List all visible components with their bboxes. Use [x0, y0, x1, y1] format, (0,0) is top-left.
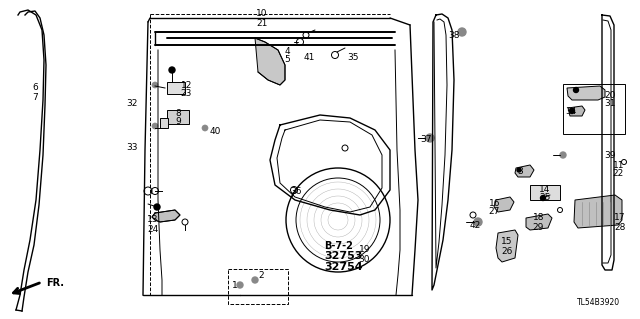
- Bar: [530, 185, 560, 200]
- Text: 6: 6: [32, 84, 38, 93]
- Circle shape: [154, 204, 160, 210]
- Circle shape: [517, 168, 521, 172]
- Polygon shape: [526, 214, 552, 230]
- Text: 10: 10: [256, 10, 268, 19]
- Circle shape: [474, 218, 482, 226]
- Text: 37: 37: [420, 136, 432, 145]
- Text: 12: 12: [180, 80, 192, 90]
- Text: 42: 42: [470, 221, 481, 231]
- Text: 8: 8: [175, 108, 181, 117]
- Circle shape: [458, 28, 466, 36]
- Polygon shape: [567, 86, 605, 100]
- Text: 32753: 32753: [324, 251, 362, 261]
- Text: 2: 2: [258, 271, 264, 279]
- Text: 9: 9: [175, 117, 181, 127]
- Circle shape: [252, 277, 258, 283]
- Circle shape: [169, 67, 175, 73]
- Polygon shape: [574, 195, 622, 228]
- Text: 41: 41: [303, 53, 315, 62]
- Polygon shape: [255, 38, 285, 85]
- Text: FR.: FR.: [46, 278, 64, 288]
- Circle shape: [152, 123, 158, 129]
- Polygon shape: [152, 210, 180, 222]
- Text: 30: 30: [358, 255, 370, 263]
- Text: 27: 27: [488, 207, 500, 217]
- Text: 17: 17: [614, 213, 625, 222]
- Text: 40: 40: [210, 127, 221, 136]
- Text: 38: 38: [449, 32, 460, 41]
- Polygon shape: [494, 197, 514, 212]
- Polygon shape: [568, 106, 585, 116]
- Circle shape: [541, 196, 545, 201]
- Text: 15: 15: [501, 238, 513, 247]
- Polygon shape: [515, 165, 534, 177]
- Text: 5: 5: [284, 56, 290, 64]
- Text: 7: 7: [32, 93, 38, 101]
- Text: 26: 26: [501, 247, 513, 256]
- Text: 22: 22: [612, 169, 624, 179]
- Text: 33: 33: [127, 144, 138, 152]
- Circle shape: [570, 108, 575, 114]
- Text: 29: 29: [532, 222, 544, 232]
- Bar: [160, 118, 168, 128]
- Text: TL54B3920: TL54B3920: [577, 298, 620, 307]
- Text: 1: 1: [232, 280, 238, 290]
- Circle shape: [426, 134, 434, 142]
- Circle shape: [152, 82, 158, 88]
- Circle shape: [573, 87, 579, 93]
- Circle shape: [237, 282, 243, 288]
- Text: 16: 16: [488, 198, 500, 207]
- Text: 23: 23: [180, 90, 192, 99]
- Text: 24: 24: [147, 225, 159, 234]
- Bar: [167, 82, 185, 94]
- Bar: [563, 84, 625, 134]
- Text: 18: 18: [532, 213, 544, 222]
- Text: 3: 3: [517, 167, 523, 176]
- Text: 13: 13: [147, 216, 159, 225]
- Text: 28: 28: [614, 222, 625, 232]
- Circle shape: [202, 125, 208, 131]
- Text: 31: 31: [604, 100, 616, 108]
- Text: 36: 36: [291, 187, 302, 196]
- Text: 19: 19: [358, 246, 370, 255]
- Text: 32: 32: [127, 100, 138, 108]
- Circle shape: [560, 152, 566, 158]
- Text: 14: 14: [539, 184, 550, 194]
- Text: 4: 4: [284, 47, 290, 56]
- Polygon shape: [496, 230, 518, 262]
- Text: 35: 35: [347, 53, 358, 62]
- Text: 11: 11: [612, 160, 624, 169]
- Bar: [228, 269, 288, 304]
- Text: 21: 21: [256, 19, 268, 27]
- Text: 32754: 32754: [324, 262, 363, 272]
- Text: 34: 34: [565, 107, 577, 115]
- Text: B-7-2: B-7-2: [324, 241, 353, 251]
- Text: 20: 20: [604, 91, 616, 100]
- Text: 39: 39: [604, 151, 616, 160]
- Bar: [167, 110, 189, 124]
- Text: 25: 25: [539, 194, 550, 203]
